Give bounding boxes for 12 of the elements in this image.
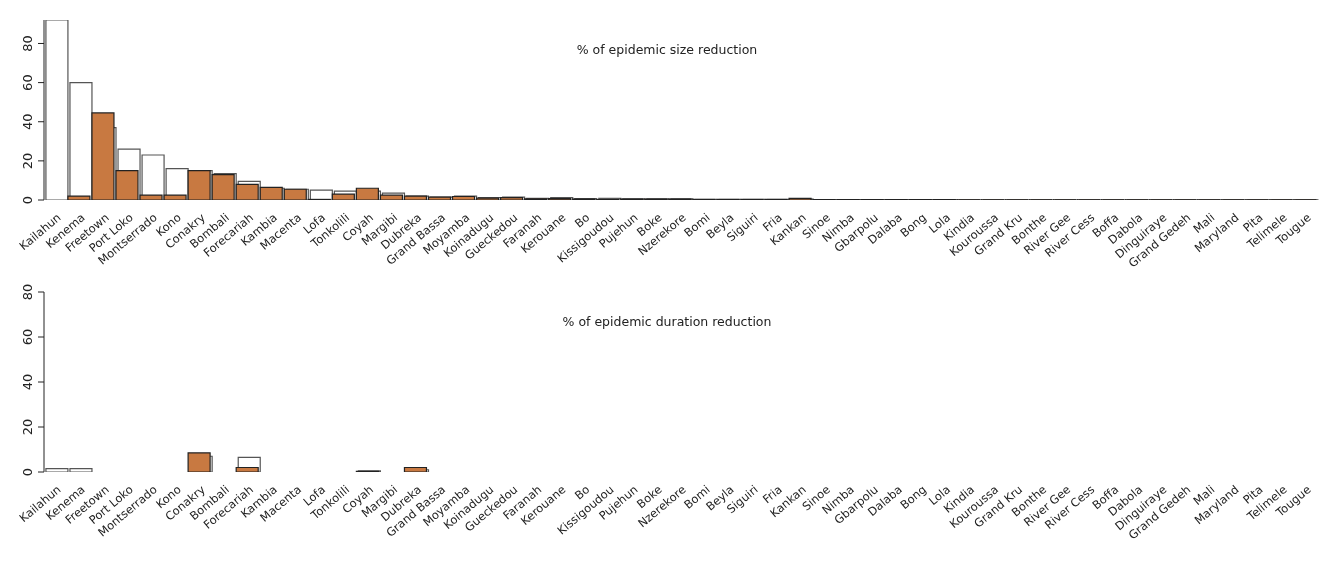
y-tick-label: 0 bbox=[20, 195, 35, 205]
y-tick-label: 60 bbox=[20, 74, 35, 91]
text: % of epidemic duration reduction bbox=[561, 314, 773, 329]
y-tick-label: 80 bbox=[20, 35, 35, 52]
y-tick-label: 80 bbox=[20, 283, 35, 301]
y-tick-label: 0 bbox=[20, 467, 35, 477]
y-tick-label: 60 bbox=[20, 328, 35, 346]
y-tick-label: 20 bbox=[20, 418, 35, 436]
y-tick-label: 20 bbox=[20, 152, 35, 170]
y-tick-label: 40 bbox=[20, 373, 35, 391]
y-tick-label: 40 bbox=[20, 113, 35, 131]
text: % of epidemic size reduction bbox=[576, 42, 758, 57]
